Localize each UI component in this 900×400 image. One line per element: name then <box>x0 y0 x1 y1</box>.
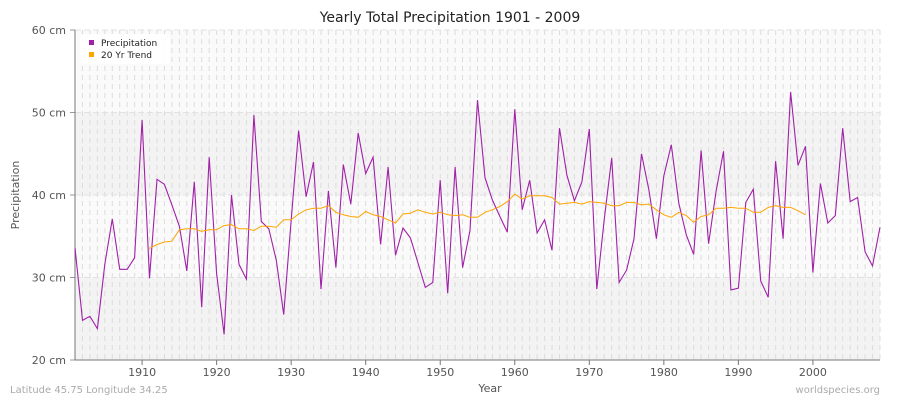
y-tick-label: 20 cm <box>32 354 66 367</box>
legend-label-precipitation: Precipitation <box>101 39 157 49</box>
precipitation-line <box>74 91 881 335</box>
chart-title: Yearly Total Precipitation 1901 - 2009 <box>319 10 581 26</box>
x-tick-label: 1980 <box>650 366 678 379</box>
x-tick-label: 1930 <box>277 366 305 379</box>
y-axis-label: Precipitation <box>9 161 22 230</box>
y-tick-label: 40 cm <box>32 189 66 202</box>
x-tick-label: 1950 <box>426 366 454 379</box>
y-tick-label: 30 cm <box>32 272 66 285</box>
x-tick-label: 2000 <box>799 366 827 379</box>
y-tick-label: 60 cm <box>32 24 66 37</box>
x-tick-label: 1990 <box>724 366 752 379</box>
x-tick-label: 1920 <box>203 366 231 379</box>
legend: Precipitation 20 Yr Trend <box>80 34 170 64</box>
legend-swatch-precipitation <box>89 40 94 45</box>
y-tick-label: 50 cm <box>32 107 66 120</box>
grid-band <box>75 112 880 195</box>
footer-coordinates: Latitude 45.75 Longitude 34.25 <box>10 385 168 396</box>
legend-label-trend: 20 Yr Trend <box>101 51 152 61</box>
footer-source: worldspecies.org <box>795 385 880 396</box>
trend-line <box>149 193 806 250</box>
x-tick-label: 1960 <box>501 366 529 379</box>
x-tick-label: 1970 <box>575 366 603 379</box>
x-tick-label: 1940 <box>352 366 380 379</box>
x-tick-label: 1910 <box>128 366 156 379</box>
legend-swatch-trend <box>89 52 94 57</box>
x-axis-label: Year <box>477 382 502 395</box>
